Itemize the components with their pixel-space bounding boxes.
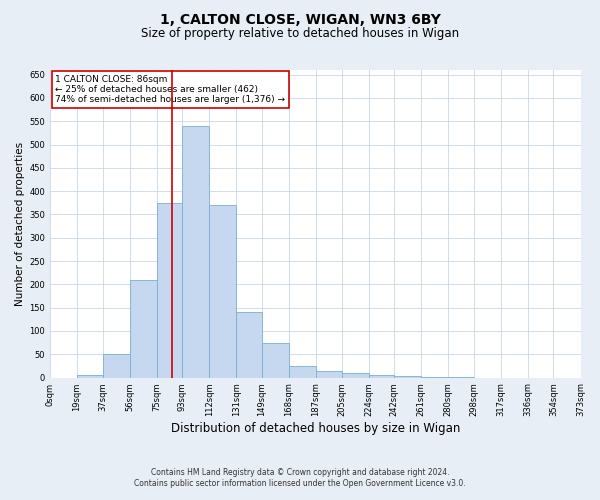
Bar	[394, 376, 421, 378]
Bar	[157, 203, 182, 378]
Bar	[103, 354, 130, 378]
Bar	[130, 280, 157, 378]
Text: 1 CALTON CLOSE: 86sqm
← 25% of detached houses are smaller (462)
74% of semi-det: 1 CALTON CLOSE: 86sqm ← 25% of detached …	[55, 74, 285, 104]
Bar	[289, 366, 316, 378]
Bar	[182, 126, 209, 378]
Bar	[341, 373, 368, 378]
Y-axis label: Number of detached properties: Number of detached properties	[15, 142, 25, 306]
Text: 1, CALTON CLOSE, WIGAN, WN3 6BY: 1, CALTON CLOSE, WIGAN, WN3 6BY	[160, 12, 440, 26]
Bar	[236, 312, 262, 378]
Bar	[209, 205, 236, 378]
Bar	[368, 376, 394, 378]
Bar	[262, 342, 289, 378]
Text: Contains HM Land Registry data © Crown copyright and database right 2024.
Contai: Contains HM Land Registry data © Crown c…	[134, 468, 466, 487]
Bar	[77, 376, 103, 378]
X-axis label: Distribution of detached houses by size in Wigan: Distribution of detached houses by size …	[170, 422, 460, 435]
Text: Size of property relative to detached houses in Wigan: Size of property relative to detached ho…	[141, 28, 459, 40]
Bar	[316, 370, 341, 378]
